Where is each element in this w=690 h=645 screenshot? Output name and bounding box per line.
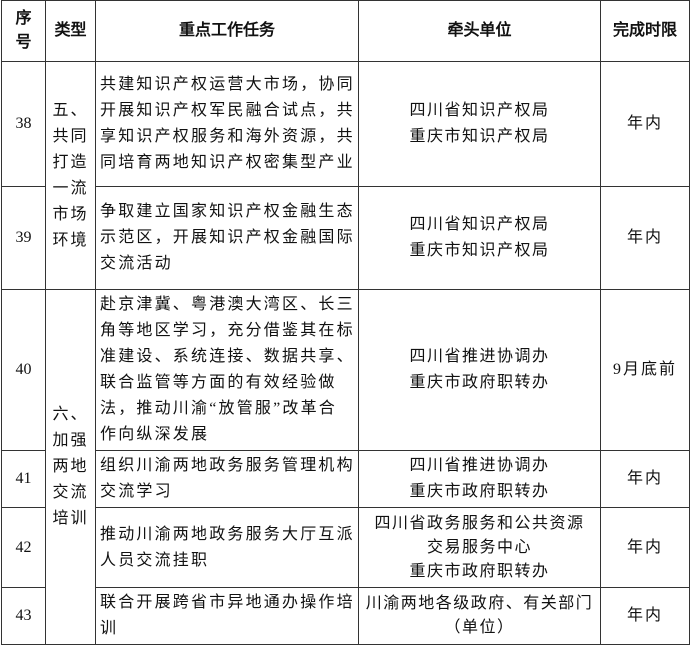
row-number: 42 <box>1 507 46 588</box>
header-cell: 类型 <box>45 0 96 62</box>
lead-unit: 四川省知识产权局 重庆市知识产权局 <box>358 61 601 187</box>
lead-line: 四川省推进协调办 <box>409 348 550 365</box>
row-number: 39 <box>1 186 46 290</box>
lead-line: 四川省知识产权局 <box>409 216 550 233</box>
deadline: 年内 <box>600 450 690 508</box>
row-number: 40 <box>1 289 46 451</box>
task: 争取建立国家知识产权金融生态示范区，开展知识产权金融国际交流活动 <box>95 186 359 290</box>
lead-unit: 四川省推进协调办 重庆市政府职转办 <box>358 289 601 451</box>
row: 39 争取建立国家知识产权金融生态示范区，开展知识产权金融国际交流活动 四川省知… <box>1 186 690 290</box>
header-row: 序号 类型 重点工作任务 牵头单位 完成时限 <box>1 0 690 62</box>
task: 推动川渝两地政务服务大厅互派人员交流挂职 <box>95 507 359 588</box>
row: 41 组织川渝两地政务服务管理机构交流学习 四川省推进协调办 重庆市政府职转办 年… <box>1 450 690 508</box>
row: 38 五、共同打造一流市场环境 共建知识产权运营大市场，协同开展知识产权军民融合… <box>1 61 690 290</box>
deadline: 9月底前 <box>600 289 690 451</box>
task: 共建知识产权运营大市场，协同开展知识产权军民融合试点，共享知识产权服务和海外资源… <box>95 61 359 187</box>
header-cell: 序号 <box>1 0 46 62</box>
deadline: 年内 <box>600 186 690 290</box>
task: 组织川渝两地政务服务管理机构交流学习 <box>95 450 359 508</box>
lead-line: 重庆市知识产权局 <box>409 128 550 145</box>
type-cell: 六、加强两地交流培训 <box>45 289 96 645</box>
row: 43 联合开展跨省市异地通办操作培训 川渝两地各级政府、有关部门（单位） 年内 <box>1 587 690 645</box>
lead-unit: 四川省推进协调办 重庆市政府职转办 <box>358 450 601 508</box>
lead-line: 重庆市知识产权局 <box>409 242 550 259</box>
row-number: 43 <box>1 587 46 645</box>
header-cell: 牵头单位 <box>358 0 601 62</box>
lead-line: 四川省推进协调办 <box>409 457 550 474</box>
header-cell: 完成时限 <box>600 0 690 62</box>
deadline: 年内 <box>600 587 690 645</box>
task: 赴京津冀、粤港澳大湾区、长三角等地区学习，充分借鉴其在标准建设、系统连接、数据共… <box>95 289 359 451</box>
lead-line: 四川省政务服务和公共资源交易服务中心 <box>374 514 585 556</box>
lead-line: 重庆市政府职转办 <box>409 562 550 580</box>
row: 42 推动川渝两地政务服务大厅互派人员交流挂职 四川省政务服务和公共资源交易服务… <box>1 507 690 588</box>
deadline: 年内 <box>600 507 690 588</box>
row-number: 38 <box>1 61 46 187</box>
row-number: 41 <box>1 450 46 508</box>
header-cell: 重点工作任务 <box>95 0 359 62</box>
task: 联合开展跨省市异地通办操作培训 <box>95 587 359 645</box>
lead-line: 川渝两地各级政府、有关部门（单位） <box>365 595 594 636</box>
lead-unit: 四川省政务服务和公共资源交易服务中心重庆市政府职转办 <box>358 507 601 588</box>
lead-line: 重庆市政府职转办 <box>409 374 550 391</box>
row: 40 六、加强两地交流培训 赴京津冀、粤港澳大湾区、长三角等地区学习，充分借鉴其… <box>1 289 690 645</box>
lead-unit: 川渝两地各级政府、有关部门（单位） <box>358 587 601 645</box>
deadline: 年内 <box>600 61 690 187</box>
lead-line: 重庆市政府职转办 <box>409 483 550 500</box>
lead-unit: 四川省知识产权局 重庆市知识产权局 <box>358 186 601 290</box>
type-cell: 五、共同打造一流市场环境 <box>45 61 96 290</box>
lead-line: 四川省知识产权局 <box>409 102 550 119</box>
